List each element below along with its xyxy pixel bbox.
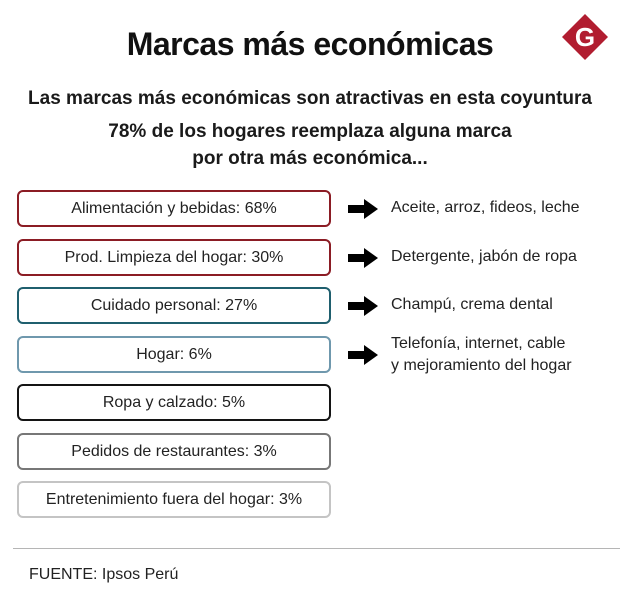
right-arrow-icon xyxy=(348,247,378,268)
category-examples-line-2: y mejoramiento del hogar xyxy=(391,356,572,374)
right-arrow-icon xyxy=(348,344,378,365)
category-box: Prod. Limpieza del hogar: 30% xyxy=(17,238,331,276)
category-box: Hogar: 6% xyxy=(17,335,331,373)
category-examples-line-1: Telefonía, internet, cable xyxy=(391,334,566,352)
category-examples: Champú, crema dental xyxy=(391,296,553,313)
right-arrow-icon xyxy=(348,296,378,316)
category-box: Cuidado personal: 27% xyxy=(17,287,331,324)
highlight-line-1: 78% de los hogares reemplaza alguna marc… xyxy=(108,121,512,142)
highlight-text: 78% de los hogares reemplaza alguna marc… xyxy=(0,118,620,172)
footer-divider xyxy=(13,548,620,549)
right-arrow-icon xyxy=(348,199,378,219)
category-examples: Aceite, arroz, fideos, leche xyxy=(391,199,580,216)
source-note: FUENTE: Ipsos Perú xyxy=(29,566,179,583)
highlight-line-2: por otra más económica... xyxy=(192,148,428,169)
gestion-logo-icon: G xyxy=(562,14,608,60)
category-examples: Telefonía, internet, cable y mejoramient… xyxy=(391,333,572,377)
category-examples: Detergente, jabón de ropa xyxy=(391,247,577,265)
subtitle: Las marcas más económicas son atractivas… xyxy=(28,88,592,109)
category-box: Alimentación y bebidas: 68% xyxy=(17,190,331,227)
logo-letter: G xyxy=(575,22,595,52)
category-box: Pedidos de restaurantes: 3% xyxy=(17,432,331,470)
category-box: Ropa y calzado: 5% xyxy=(17,384,331,421)
page-title: Marcas más económicas xyxy=(126,26,494,62)
category-box: Entretenimiento fuera del hogar: 3% xyxy=(17,481,331,518)
